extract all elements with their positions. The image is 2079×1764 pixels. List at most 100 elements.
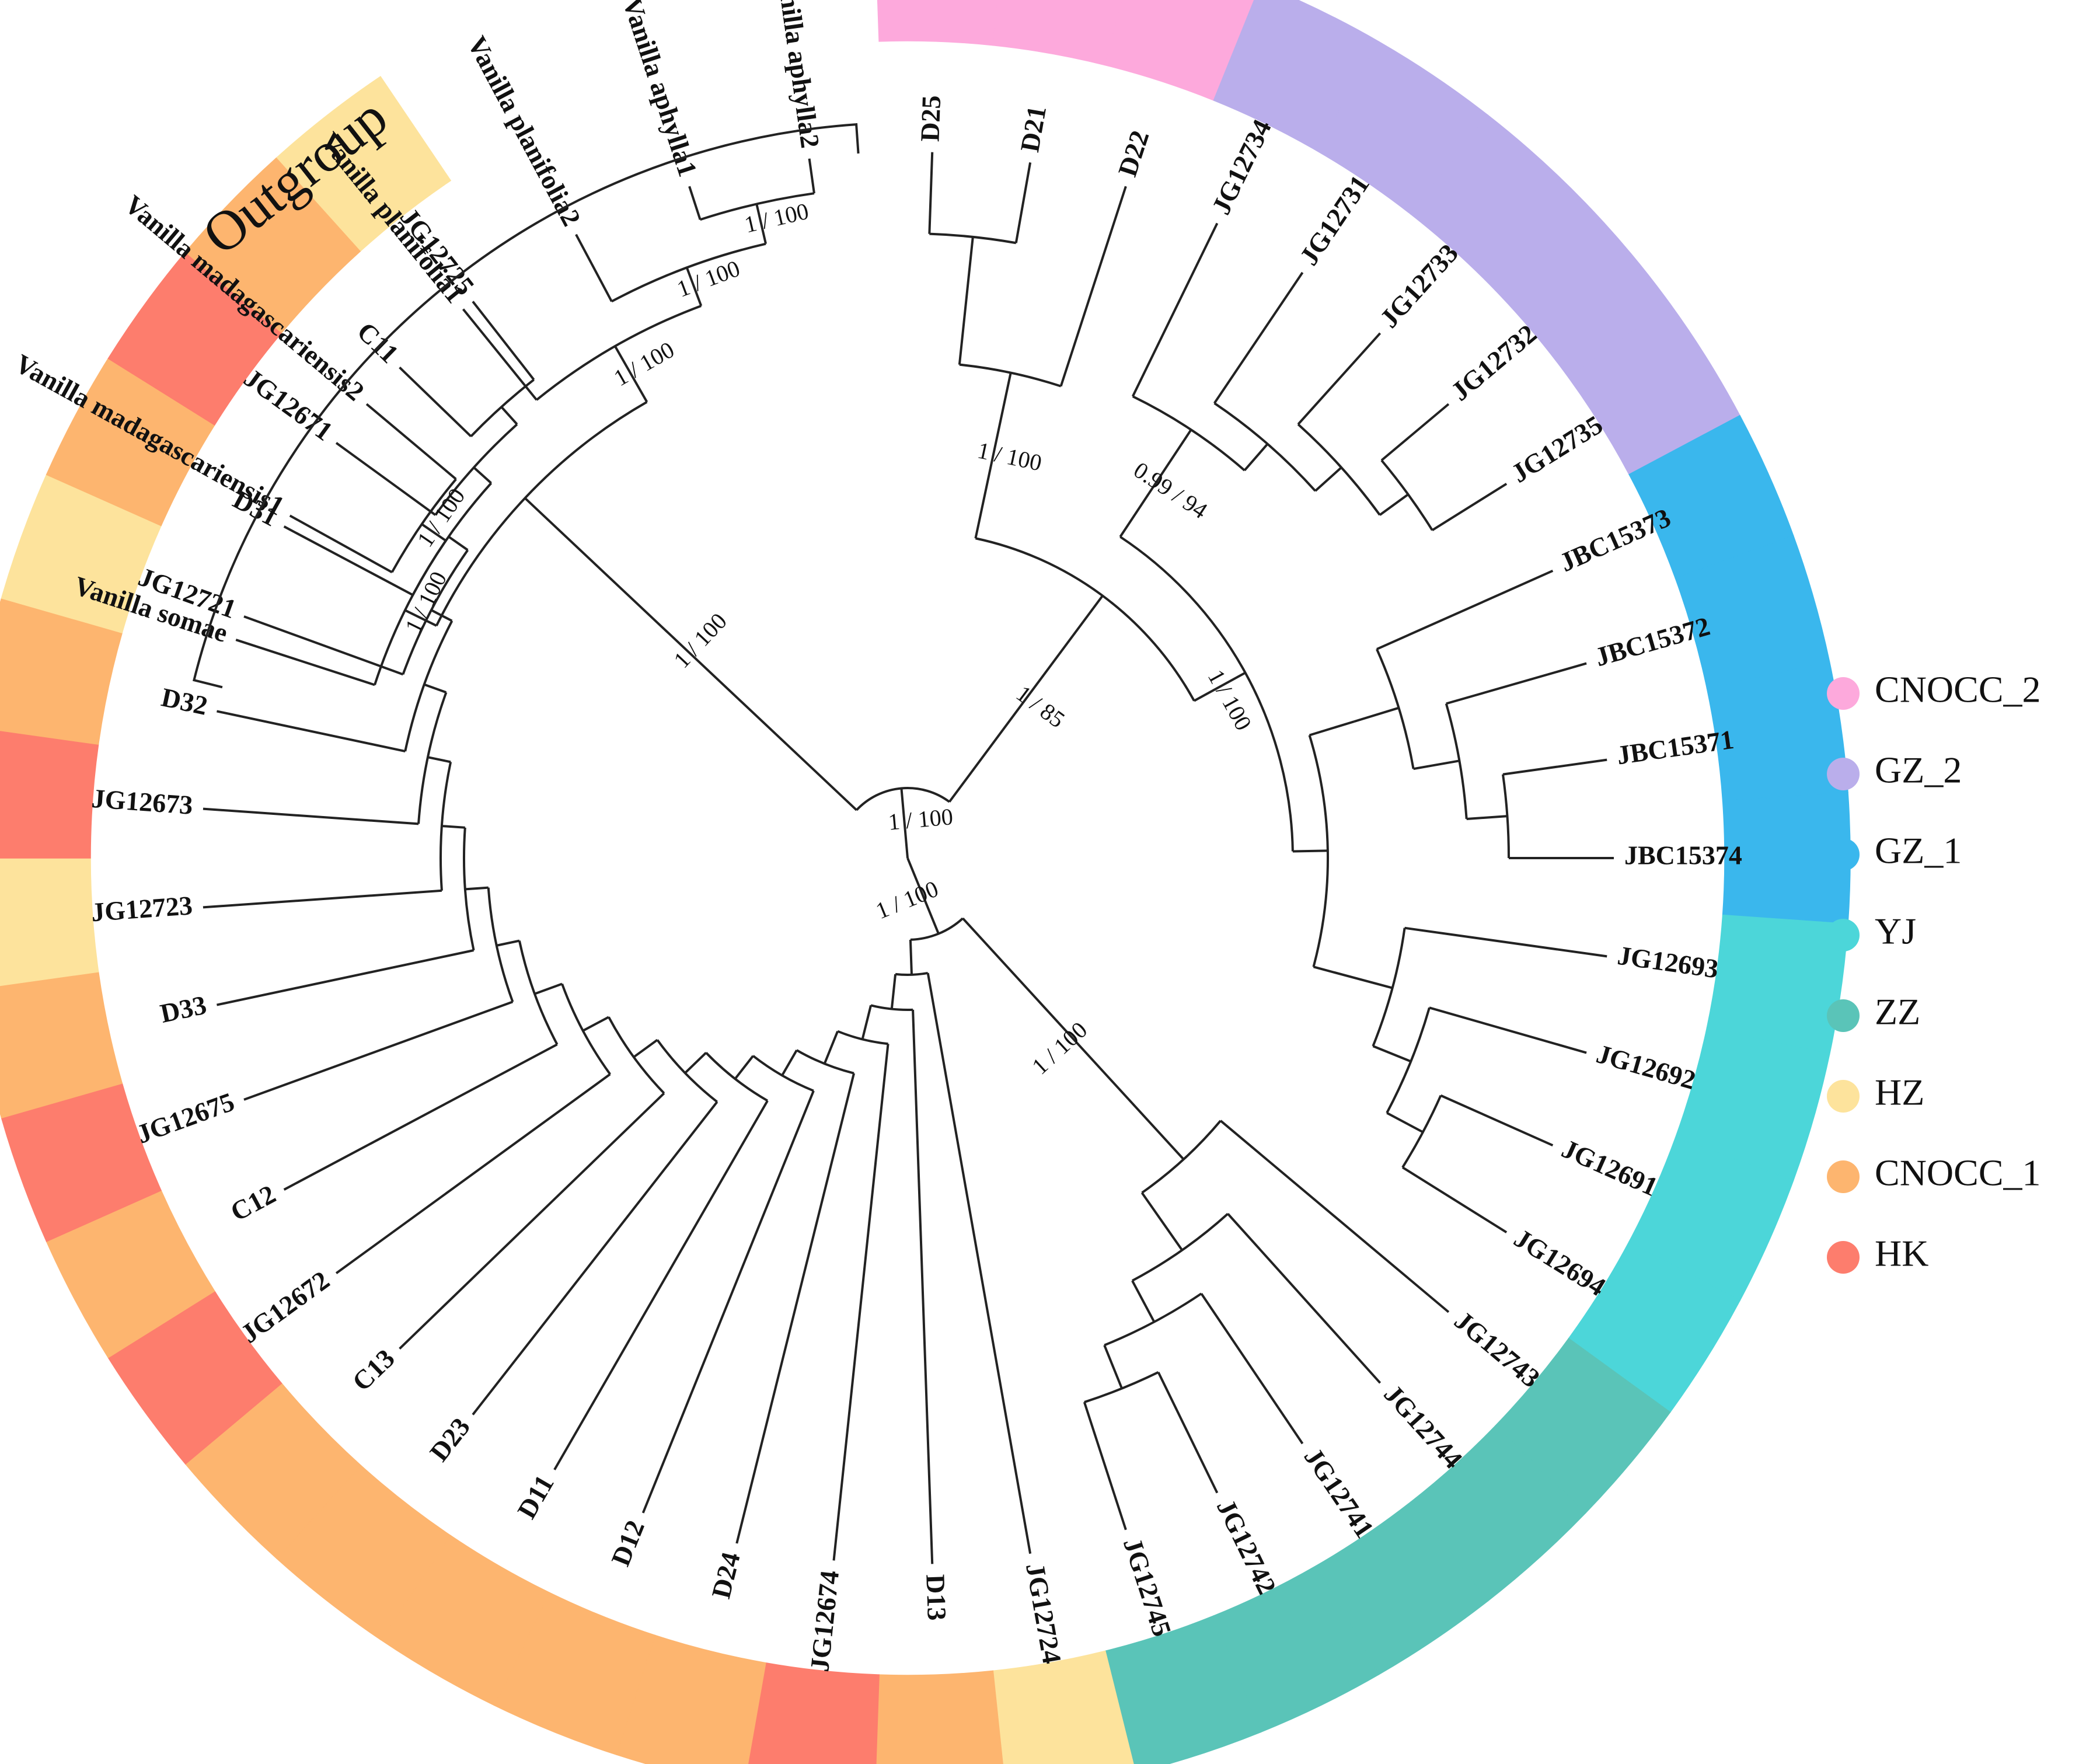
node-arc-15 bbox=[1380, 459, 1433, 531]
node-arc-42 bbox=[417, 692, 448, 824]
node-arc-30 bbox=[870, 1004, 913, 1011]
tip-label-JG12732: JG12732 bbox=[1445, 319, 1542, 407]
node-arc-4 bbox=[390, 478, 457, 573]
branch-23-1 bbox=[1401, 1166, 1508, 1233]
legend-swatch-zz bbox=[1827, 999, 1860, 1032]
ring-segment-D22 bbox=[1104, 0, 1255, 101]
branch-34-0 bbox=[553, 1100, 769, 1470]
branch-46-0 bbox=[335, 442, 437, 516]
support-value: 1 / 100 bbox=[975, 437, 1044, 476]
branch-29-0 bbox=[926, 972, 1032, 1554]
branch-33-1 bbox=[734, 1055, 754, 1080]
branch-6-0 bbox=[575, 233, 613, 302]
branch-32-0 bbox=[735, 1073, 856, 1544]
ring-segment-JG12723 bbox=[0, 857, 99, 986]
branch-9-0 bbox=[958, 236, 974, 365]
branch-47-0 bbox=[399, 367, 472, 437]
branch-43-1 bbox=[431, 609, 453, 622]
branch-19-0 bbox=[1446, 662, 1587, 705]
legend-label-gz_2: GZ_2 bbox=[1875, 749, 1962, 791]
branch-27-0 bbox=[1200, 1293, 1304, 1445]
ring-segment-JG12673 bbox=[0, 730, 99, 859]
branch-3-1 bbox=[421, 523, 447, 542]
node-arc-33 bbox=[752, 1055, 814, 1092]
support-value: 1 / 100 bbox=[400, 567, 452, 637]
branch-40-0 bbox=[217, 949, 475, 1006]
branch-39-1 bbox=[465, 886, 489, 891]
branch-20-0 bbox=[1502, 758, 1607, 776]
tip-label-JG12742: JG12742 bbox=[1211, 1494, 1282, 1599]
node-arc-29 bbox=[895, 971, 929, 976]
tip-label-D33: D33 bbox=[158, 990, 209, 1029]
legend-swatch-gz_1 bbox=[1827, 838, 1860, 871]
legend-label-yj: YJ bbox=[1875, 911, 1916, 952]
branch-8-1 bbox=[1194, 671, 1246, 702]
node-arc-37 bbox=[561, 983, 611, 1075]
node-arc-23 bbox=[1401, 1094, 1442, 1168]
branch-30-0 bbox=[912, 1009, 934, 1564]
tip-label-JG12724: JG12724 bbox=[1020, 1561, 1067, 1666]
ring-segment-D25 bbox=[877, 0, 999, 46]
node-arc-10 bbox=[929, 232, 1017, 245]
tip-label-JBC15373: JBC15373 bbox=[1555, 503, 1675, 578]
legend-label-hk: HK bbox=[1875, 1233, 1928, 1274]
support-value: 1 / 100 bbox=[742, 198, 811, 238]
branch-9-1 bbox=[1059, 186, 1127, 387]
tip-label-JBC15372: JBC15372 bbox=[1592, 611, 1713, 672]
node-arc-41 bbox=[439, 761, 452, 891]
branch-16-0 bbox=[1309, 720, 1355, 737]
node-arc-2 bbox=[435, 400, 648, 626]
branch-21-1 bbox=[1372, 1045, 1412, 1063]
branch-18-1 bbox=[1413, 759, 1460, 771]
branch-13-1 bbox=[1314, 466, 1342, 492]
tip-label-JG12692: JG12692 bbox=[1593, 1038, 1699, 1095]
branch-1-1 bbox=[948, 595, 1104, 803]
tip-label-JBC15371: JBC15371 bbox=[1615, 724, 1736, 771]
branch-4-0 bbox=[289, 514, 393, 574]
tip-label-JG12691: JG12691 bbox=[1557, 1134, 1662, 1202]
node-arc-18 bbox=[1376, 649, 1415, 769]
branch-30-1 bbox=[861, 1005, 873, 1040]
tip-label-JG12741: JG12741 bbox=[1299, 1442, 1380, 1543]
support-value: 1 / 100 bbox=[887, 803, 954, 835]
node-arc-35 bbox=[656, 1039, 718, 1103]
node-arc-26 bbox=[1132, 1212, 1229, 1282]
legend-label-zz: ZZ bbox=[1875, 991, 1920, 1033]
legend-swatch-yj bbox=[1827, 919, 1860, 951]
tip-label-JG12694: JG12694 bbox=[1509, 1223, 1611, 1302]
tip-label-JG12693: JG12693 bbox=[1616, 940, 1720, 984]
node-arc-47 bbox=[470, 378, 535, 437]
tip-label-vaph1: Vanilla aphylla1 bbox=[617, 0, 703, 180]
node-arc-28 bbox=[1084, 1371, 1159, 1403]
tip-label-vpla2: Vanilla planifolia2 bbox=[462, 32, 587, 231]
tip-label-D21: D21 bbox=[1014, 103, 1052, 154]
branch-11-1 bbox=[1292, 849, 1328, 853]
tip-label-JG12735: JG12735 bbox=[1506, 409, 1607, 488]
ring-segment-JG12725 bbox=[276, 76, 452, 252]
node-arc-38 bbox=[518, 940, 559, 1045]
node-arc-43 bbox=[404, 620, 454, 752]
node-arc-13 bbox=[1213, 402, 1317, 492]
branch-25-1 bbox=[1140, 1192, 1183, 1251]
support-value: 1 / 100 bbox=[1203, 665, 1257, 735]
tip-label-JG12731: JG12731 bbox=[1293, 170, 1375, 271]
branch-34-1 bbox=[684, 1052, 707, 1074]
node-arc-22 bbox=[1386, 1007, 1431, 1114]
ring-segment-D33 bbox=[0, 971, 123, 1119]
branch-23-0 bbox=[1440, 1094, 1554, 1146]
branch-0-0 bbox=[900, 788, 909, 859]
tip-label-JG12675: JG12675 bbox=[132, 1086, 238, 1149]
tip-label-C12: C12 bbox=[225, 1179, 280, 1227]
branch-35-1 bbox=[633, 1038, 658, 1058]
branch-1-0 bbox=[524, 497, 857, 811]
branch-12-1 bbox=[1243, 443, 1269, 472]
branch-22-0 bbox=[1429, 1006, 1587, 1054]
branch-7-0 bbox=[688, 186, 702, 220]
branch-44-1 bbox=[448, 535, 469, 551]
tip-label-JG12745: JG12745 bbox=[1118, 1534, 1177, 1640]
branch-4-1 bbox=[365, 403, 457, 480]
node-arc-1 bbox=[856, 787, 950, 811]
branch-12-0 bbox=[1131, 222, 1219, 397]
legend-swatch-hz bbox=[1827, 1080, 1860, 1113]
